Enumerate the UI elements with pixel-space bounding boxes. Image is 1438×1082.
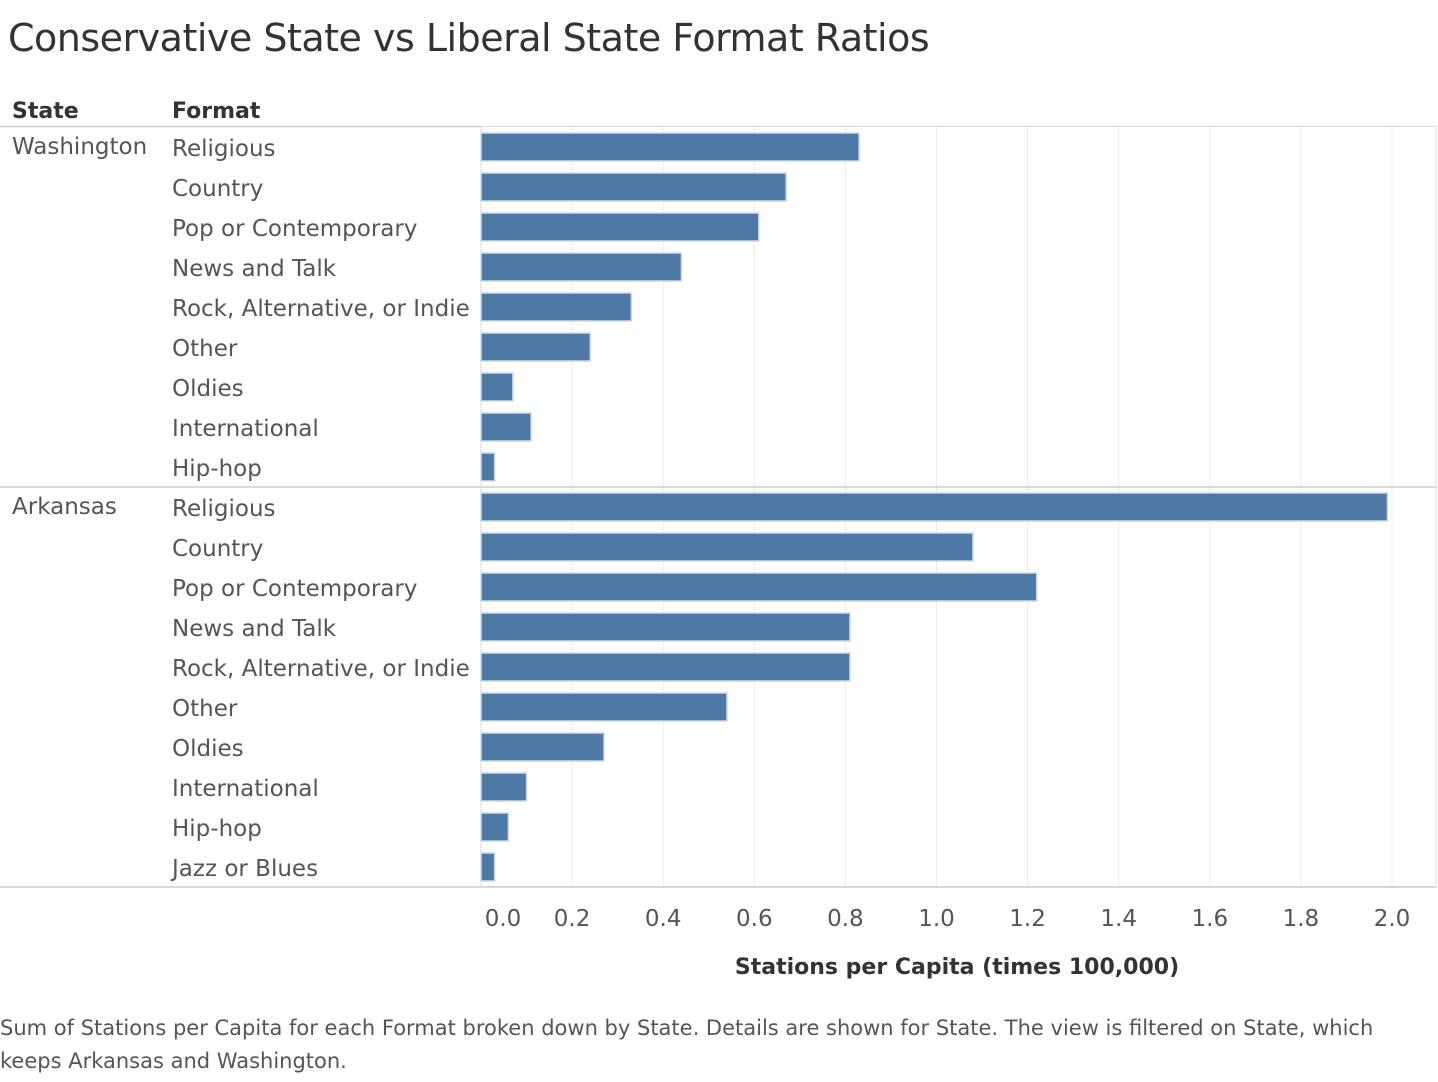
bar xyxy=(480,612,851,642)
format-label: News and Talk xyxy=(172,616,337,642)
format-label: Religious xyxy=(172,496,276,522)
format-label: Country xyxy=(172,536,263,562)
format-label: International xyxy=(172,776,319,802)
format-label: Rock, Alternative, or Indie xyxy=(172,296,470,322)
header-state: State xyxy=(12,99,79,124)
x-tick-label-9: 1.8 xyxy=(1283,906,1320,932)
state-label-1: Arkansas xyxy=(12,494,117,520)
x-tick-label-3: 0.6 xyxy=(736,906,773,932)
x-tick-label-7: 1.4 xyxy=(1100,906,1137,932)
bar-chart: State Format Washington Religious Country P… xyxy=(0,99,1437,980)
bar xyxy=(480,652,851,682)
format-label: Country xyxy=(172,176,263,202)
format-label: Pop or Contemporary xyxy=(172,576,417,602)
format-label: Rock, Alternative, or Indie xyxy=(172,656,470,682)
bar xyxy=(480,692,728,722)
bar xyxy=(480,252,683,282)
bar xyxy=(480,212,760,242)
format-label: Hip-hop xyxy=(172,456,262,482)
x-tick-label-4: 0.8 xyxy=(827,906,864,932)
x-tick-label-2: 0.4 xyxy=(645,906,682,932)
bar xyxy=(480,132,860,162)
format-label: International xyxy=(172,416,319,442)
bar xyxy=(480,852,496,882)
bar xyxy=(480,812,510,842)
format-label: Oldies xyxy=(172,736,244,762)
bar xyxy=(480,772,528,802)
x-axis-label: Stations per Capita (times 100,000) xyxy=(735,955,1179,980)
bar xyxy=(480,372,514,402)
bar xyxy=(480,412,532,442)
format-label: Religious xyxy=(172,136,276,162)
bar xyxy=(480,172,787,202)
x-tick-label-1: 0.2 xyxy=(554,906,591,932)
chart-caption: Sum of Stations per Capita for each Form… xyxy=(0,1016,1374,1073)
chart-rows: Washington Religious Country Pop or Contemp… xyxy=(0,132,1436,882)
format-label: News and Talk xyxy=(172,256,337,282)
format-label: Oldies xyxy=(172,376,244,402)
x-tick-label-6: 1.2 xyxy=(1009,906,1046,932)
bar xyxy=(480,492,1389,522)
format-label: Pop or Contemporary xyxy=(172,216,417,242)
bar xyxy=(480,732,605,762)
x-tick-label-0: 0.0 xyxy=(485,906,522,932)
x-axis: 0.0 0.2 0.4 0.6 0.8 1.0 1.2 1.4 1.6 1.8 2.0 xyxy=(485,906,1411,932)
bar xyxy=(480,452,496,482)
bar xyxy=(480,572,1038,602)
chart-title: Conservative State vs Liberal State Form… xyxy=(8,16,930,60)
bar xyxy=(480,292,633,322)
bar xyxy=(480,532,974,562)
x-tick-label-10: 2.0 xyxy=(1374,906,1411,932)
chart-frame xyxy=(0,125,1437,888)
format-label: Other xyxy=(172,696,238,722)
x-tick-label-5: 1.0 xyxy=(918,906,955,932)
header-format: Format xyxy=(172,99,261,124)
format-label: Other xyxy=(172,336,238,362)
format-label: Jazz or Blues xyxy=(170,856,318,882)
x-tick-label-8: 1.6 xyxy=(1192,906,1229,932)
state-label-0: Washington xyxy=(12,134,147,160)
bar xyxy=(480,332,592,362)
format-label: Hip-hop xyxy=(172,816,262,842)
